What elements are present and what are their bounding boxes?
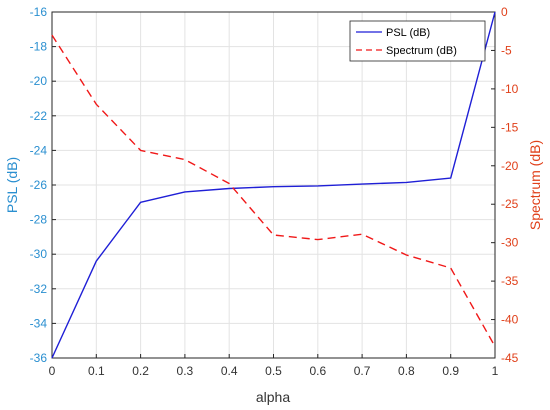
right-tick-label: -25 <box>501 197 519 211</box>
right-tick-label: -5 <box>501 43 512 57</box>
left-tick-label: -36 <box>30 351 48 365</box>
legend-label-psl: PSL (dB) <box>386 27 430 39</box>
series-line-spectrum <box>51 34 496 347</box>
right-tick-label: -40 <box>501 313 519 327</box>
series-layer <box>51 11 496 359</box>
x-axis: 0 0.1 0.2 0.3 0.4 0.5 0.6 0.7 0.8 0.9 1 <box>49 354 499 378</box>
left-y-axis: -16 -18 -20 -22 -24 -26 -28 -30 -32 -34 -36 <box>30 5 56 365</box>
left-tick-label: -18 <box>30 40 48 54</box>
right-tick-label: -45 <box>501 351 519 365</box>
left-tick-label: -22 <box>30 109 48 123</box>
right-tick-label: -10 <box>501 82 519 96</box>
right-tick-label: -35 <box>501 274 519 288</box>
right-tick-label: 0 <box>501 5 508 19</box>
left-tick-label: -26 <box>30 178 48 192</box>
left-tick-label: -20 <box>30 74 48 88</box>
legend: PSL (dB) Spectrum (dB) <box>349 20 486 62</box>
left-axis-label: PSL (dB) <box>4 157 20 213</box>
x-tick-label: 0.5 <box>265 364 282 378</box>
x-axis-label: alpha <box>256 389 290 405</box>
x-tick-label: 0.8 <box>398 364 415 378</box>
left-tick-label: -28 <box>30 213 48 227</box>
right-tick-label: -20 <box>501 159 519 173</box>
x-tick-label: 1 <box>492 364 499 378</box>
x-tick-label: 0.6 <box>309 364 326 378</box>
x-tick-label: 0.7 <box>354 364 371 378</box>
x-tick-label: 0.4 <box>221 364 238 378</box>
legend-label-spectrum: Spectrum (dB) <box>386 45 457 57</box>
left-tick-label: -34 <box>30 316 48 330</box>
x-tick-label: 0.1 <box>88 364 105 378</box>
left-tick-label: -16 <box>30 5 48 19</box>
left-tick-label: -24 <box>30 143 48 157</box>
right-axis-label: Spectrum (dB) <box>527 140 543 230</box>
right-tick-label: -15 <box>501 120 519 134</box>
left-tick-label: -30 <box>30 247 48 261</box>
left-tick-label: -32 <box>30 282 48 296</box>
legend-box <box>349 20 486 62</box>
x-tick-label: 0 <box>49 364 56 378</box>
series-line-psl <box>51 11 496 359</box>
right-y-axis: 0 -5 -10 -15 -20 -25 -30 -35 -40 -45 <box>491 5 519 365</box>
right-tick-label: -30 <box>501 236 519 250</box>
x-tick-label: 0.9 <box>442 364 459 378</box>
x-tick-label: 0.3 <box>177 364 194 378</box>
x-tick-label: 0.2 <box>132 364 149 378</box>
